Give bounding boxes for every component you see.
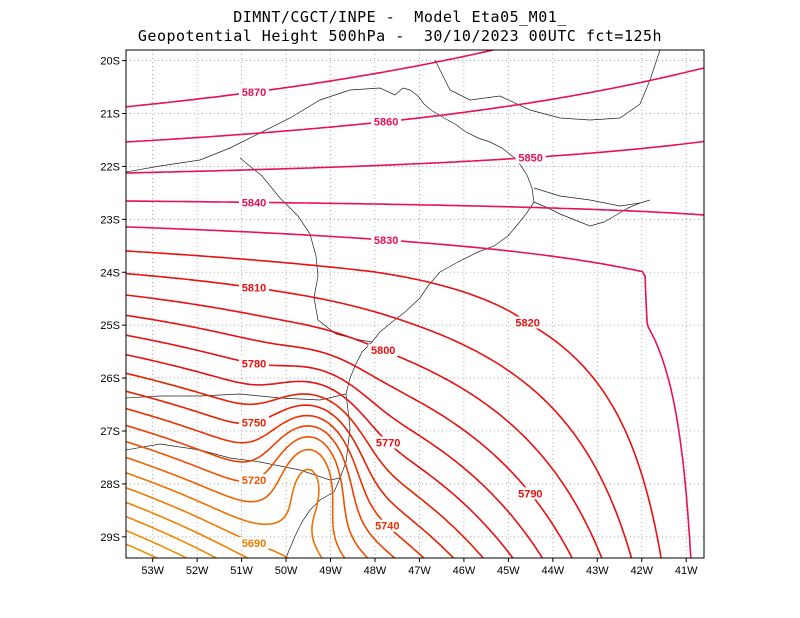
contour-5830 [126,226,692,558]
state-border [126,87,396,173]
contour-5840 [126,200,704,216]
contour-label-bg [371,115,402,128]
contour-label-bg [371,234,402,247]
y-tick-label: 21S [100,109,120,121]
contour-label-bg [238,196,269,209]
contour-label: 5870 [242,87,266,99]
state-border [533,187,641,207]
contour-5680 [126,501,249,558]
x-tick-label: 41W [675,565,698,577]
contour-label-bg [238,536,269,549]
contour-label-bg [368,344,399,357]
contour-label-bg [238,86,269,99]
y-tick-label: 20S [100,56,120,68]
coastline-east [533,199,651,227]
contour-5850 [126,140,704,174]
x-tick-label: 53W [141,565,164,577]
plot-frame [125,49,705,559]
contour-5750 [126,390,455,558]
x-tick-label: 42W [630,565,653,577]
contour-label: 5720 [242,475,266,487]
y-tick-label: 28S [100,479,120,491]
y-tick-label: 27S [100,426,120,438]
state-border [434,50,661,121]
contour-5860 [126,67,704,143]
axis-ticks: 53W 52W 51W 50W 49W 48W 47W 46W 45W 44W 43W 42W 41W 2… [100,56,698,577]
coastline [285,87,535,558]
contour-label: 5850 [518,153,542,165]
contour-5810 [126,272,633,558]
contour-5760 [126,372,484,558]
y-tick-label: 24S [100,267,120,279]
contour-label: 5800 [371,345,395,357]
contour-label-bg [373,436,404,449]
state-border [239,157,373,343]
contour-label: 5780 [242,358,266,370]
x-tick-label: 48W [364,565,387,577]
x-tick-label: 43W [586,565,609,577]
contour-label-bg [512,316,543,329]
x-tick-label: 44W [542,565,565,577]
y-tick-label: 25S [100,320,120,332]
lat-lon-grid [126,50,704,558]
x-tick-label: 50W [275,565,298,577]
x-tick-label: 52W [186,565,209,577]
x-tick-label: 45W [497,565,520,577]
contour-label-bg [238,357,269,370]
contour-label: 5750 [242,418,266,430]
contour-5740 [126,407,425,558]
contour-label: 5810 [242,283,266,295]
x-tick-label: 46W [453,565,476,577]
x-tick-label: 49W [319,565,342,577]
contour-label-bg [372,519,403,532]
contour-label: 5690 [242,538,266,550]
contour-label: 5860 [374,117,398,129]
contour-5650 [126,543,158,558]
contour-5790 [126,314,573,558]
state-border [126,393,347,401]
contour-label: 5770 [376,438,400,450]
contour-label: 5820 [515,317,539,329]
geopotential-contours [126,50,704,558]
x-tick-label: 51W [230,565,253,577]
y-tick-label: 23S [100,214,120,226]
contour-label: 5790 [518,488,542,500]
contour-label-bg [515,487,546,500]
contour-5730 [126,424,396,558]
state-border [126,443,341,481]
chart-subtitle: Geopotential Height 500hPa - 30/10/2023 … [137,27,663,45]
contour-label-bg [238,281,269,294]
contour-label-bg [238,474,269,487]
y-tick-label: 26S [100,373,120,385]
x-tick-label: 47W [408,565,431,577]
chart-title: DIMNT/CGCT/INPE - Model Eta05_M01_ [233,8,567,26]
contour-label-bg [238,416,269,429]
contour-5700 [126,468,323,558]
y-tick-label: 22S [100,161,120,173]
contour-labels: 5870 5860 5850 5840 5830 5820 5810 5800 5790 5780… [238,86,546,550]
contour-label: 5840 [242,197,266,209]
contour-5820 [126,250,662,558]
contour-5670 [126,515,217,558]
contour-label: 5830 [374,235,398,247]
contour-5710 [126,448,346,558]
contour-5870 [126,50,495,108]
contour-label-bg [515,151,546,164]
contour-label: 5740 [375,521,399,533]
contour-5660 [126,529,188,558]
y-tick-label: 29S [100,532,120,544]
